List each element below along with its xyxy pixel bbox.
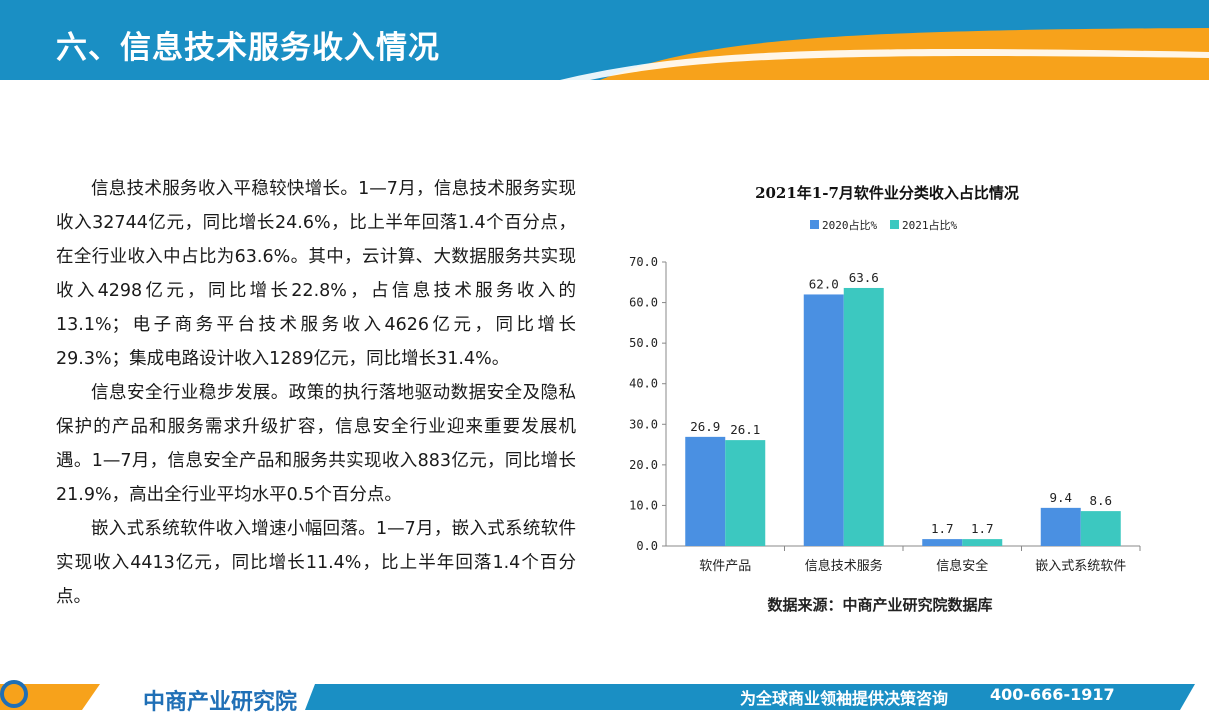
y-tick-label: 60.0 xyxy=(629,296,658,310)
chart-title: 2021年1-7月软件业分类收入占比情况 xyxy=(755,184,1019,202)
bar xyxy=(803,294,844,546)
page-title: 六、信息技术服务收入情况 xyxy=(56,30,440,66)
bar-chart: 2021年1-7月软件业分类收入占比情况 2020占比% 2021占比% 0.0 10.… xyxy=(629,184,1141,574)
y-tick-label: 70.0 xyxy=(629,255,658,269)
category-label: 信息技术服务 xyxy=(805,558,883,574)
y-tick-label: 10.0 xyxy=(629,498,658,512)
footer-phone: 400-666-1917 xyxy=(990,685,1115,704)
body-text: 信息技术服务收入平稳较快增长。1—7月，信息技术服务实现收入32744亿元，同比… xyxy=(56,172,576,614)
y-tick-label: 20.0 xyxy=(629,458,658,472)
data-label: 63.6 xyxy=(849,270,879,285)
chart: 2021年1-7月软件业分类收入占比情况 2020占比% 2021占比% 0.0 10.… xyxy=(600,170,1160,630)
footer-background xyxy=(0,684,1195,710)
footer-slogan: 为全球商业领袖提供决策咨询 xyxy=(740,689,949,708)
data-label: 8.6 xyxy=(1089,493,1112,508)
data-label: 9.4 xyxy=(1049,490,1072,505)
y-tick-label: 0.0 xyxy=(636,539,658,553)
bar xyxy=(1080,511,1121,546)
data-source: 数据来源：中商产业研究院数据库 xyxy=(767,596,993,614)
footer-brand: 中商产业研究院 xyxy=(143,690,298,715)
category-label: 软件产品 xyxy=(699,559,751,574)
legend-swatch xyxy=(810,220,819,229)
category-label: 嵌入式系统软件 xyxy=(1035,559,1126,574)
bar xyxy=(685,436,726,546)
data-label: 62.0 xyxy=(809,276,839,291)
y-tick-label: 30.0 xyxy=(629,417,658,431)
legend-label: 2020占比% xyxy=(822,218,877,232)
header-background xyxy=(0,0,1209,80)
paragraph-it-services: 信息技术服务收入平稳较快增长。1—7月，信息技术服务实现收入32744亿元，同比… xyxy=(56,179,576,369)
header-banner: 六、信息技术服务收入情况 xyxy=(0,0,1209,80)
data-label: 26.9 xyxy=(690,419,720,434)
legend-label: 2021占比% xyxy=(902,218,957,232)
legend-swatch xyxy=(890,220,899,229)
bar xyxy=(922,539,963,546)
footer: 中商产业研究院 为全球商业领袖提供决策咨询 400-666-1917 xyxy=(0,680,1209,718)
bar xyxy=(725,440,766,546)
bar xyxy=(1040,507,1081,546)
paragraph-embedded-software: 嵌入式系统软件收入增速小幅回落。1—7月，嵌入式系统软件实现收入4413亿元，同… xyxy=(56,519,576,607)
bar xyxy=(962,539,1003,546)
paragraph-info-security: 信息安全行业稳步发展。政策的执行落地驱动数据安全及隐私保护的产品和服务需求升级扩… xyxy=(56,383,576,505)
y-tick-label: 40.0 xyxy=(629,377,658,391)
category-label: 信息安全 xyxy=(936,558,988,574)
data-label: 1.7 xyxy=(931,521,954,536)
y-tick-label: 50.0 xyxy=(629,336,658,350)
brand-logo-icon xyxy=(0,680,28,708)
data-label: 1.7 xyxy=(971,521,994,536)
data-label: 26.1 xyxy=(730,422,760,437)
bar xyxy=(843,287,884,546)
